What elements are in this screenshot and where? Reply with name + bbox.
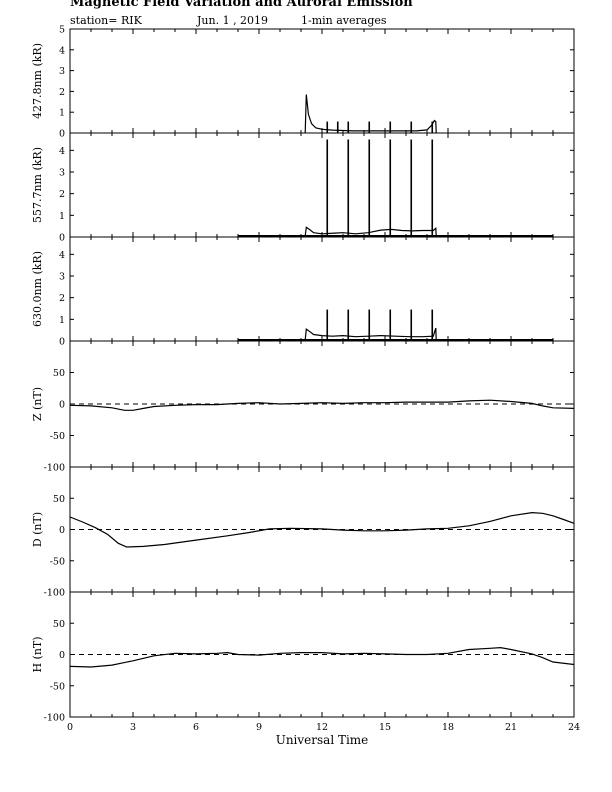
- y-tick-label: 1: [59, 108, 65, 119]
- y-axis-label-d: D (nT): [31, 512, 44, 547]
- y-tick-label: 50: [53, 494, 65, 505]
- series-line-d: [69, 511, 575, 548]
- y-tick-label: 0: [59, 129, 65, 140]
- panel-frame-557-7nm: [69, 132, 575, 238]
- y-tick-label: 0: [59, 233, 65, 244]
- x-axis-label: Universal Time: [276, 733, 369, 747]
- x-tick-label: 3: [130, 722, 136, 733]
- y-axis-label-h: H (nT): [31, 636, 44, 672]
- y-tick-label: 1: [59, 211, 65, 222]
- y-tick-label: 1: [59, 315, 65, 326]
- station-label: station= RIK: [70, 14, 142, 27]
- y-tick-label: 4: [59, 146, 65, 157]
- y-tick-label: 0: [59, 400, 65, 411]
- y-axis-label-z: Z (nT): [31, 387, 44, 421]
- x-tick-label: 21: [505, 722, 517, 733]
- x-tick-label: 9: [256, 722, 262, 733]
- y-tick-label: -100: [44, 463, 65, 474]
- y-tick-label: 3: [59, 168, 65, 179]
- y-tick-label: 50: [53, 619, 65, 630]
- y-tick-label: -100: [44, 713, 65, 724]
- y-tick-label: 2: [59, 87, 65, 98]
- y-tick-label: 0: [59, 525, 65, 536]
- series-line-427-8nm: [304, 94, 437, 133]
- x-tick-label: 15: [379, 722, 391, 733]
- y-tick-label: 2: [59, 189, 65, 200]
- averaging-label: 1-min averages: [301, 14, 387, 27]
- x-tick-label: 18: [442, 722, 454, 733]
- x-tick-label: 24: [568, 722, 580, 733]
- series-line-z: [69, 399, 575, 411]
- panel-frame-630-0nm: [69, 236, 575, 342]
- y-tick-label: 5: [59, 25, 65, 36]
- y-axis-label-557-7nm: 557.7nm (kR): [31, 147, 44, 223]
- x-tick-label: 12: [316, 722, 328, 733]
- y-tick-label: -100: [44, 588, 65, 599]
- y-tick-label: 0: [59, 650, 65, 661]
- x-tick-label: 0: [67, 722, 73, 733]
- series-line-557-7nm: [304, 226, 437, 236]
- y-tick-label: -50: [50, 431, 65, 442]
- y-tick-label: 3: [59, 66, 65, 77]
- y-tick-label: -50: [50, 681, 65, 692]
- y-tick-label: 0: [59, 337, 65, 348]
- y-tick-label: 4: [59, 45, 65, 56]
- y-axis-label-427-8nm: 427.8nm (kR): [31, 43, 44, 119]
- y-tick-label: 4: [59, 250, 65, 261]
- series-line-h: [69, 646, 575, 668]
- date-label: Jun. 1 , 2019: [197, 14, 269, 27]
- x-tick-label: 6: [193, 722, 199, 733]
- series-line-630-0nm: [304, 327, 437, 340]
- y-tick-label: 2: [59, 293, 65, 304]
- y-tick-label: 50: [53, 368, 65, 379]
- y-tick-label: 3: [59, 272, 65, 283]
- chart-title: Magnetic Field Variation and Auroral Emi…: [70, 0, 413, 10]
- y-tick-label: -50: [50, 556, 65, 567]
- panel-frame-427-8nm: [69, 28, 575, 134]
- y-axis-label-630-0nm: 630.0nm (kR): [31, 251, 44, 327]
